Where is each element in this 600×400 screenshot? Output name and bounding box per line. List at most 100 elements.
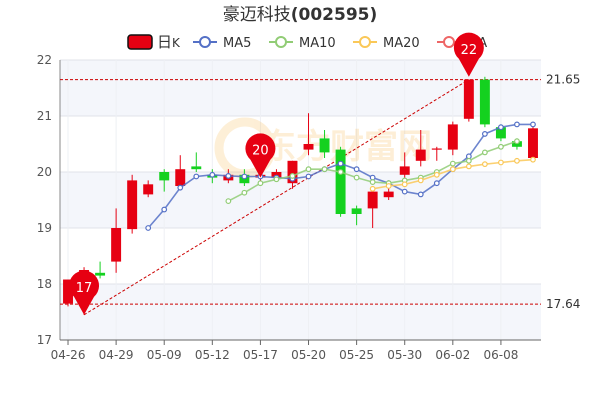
reference-line-label: 17.64 — [546, 297, 580, 311]
candle-body — [63, 279, 73, 304]
legend-swatch-dot — [443, 36, 455, 48]
watermark-text: 东方财富网 — [262, 127, 432, 167]
candle-body — [399, 166, 410, 175]
series-point-ma5 — [209, 171, 216, 178]
series-point-ma5 — [337, 160, 344, 167]
series-point-ma10 — [514, 138, 520, 145]
series-point-ma10 — [241, 189, 248, 196]
candle-body — [319, 138, 330, 153]
series-point-ma20 — [498, 159, 504, 166]
candle-body — [415, 149, 426, 161]
series-point-ma5 — [241, 173, 248, 180]
legend-label: MA20 — [383, 36, 420, 51]
legend-item[interactable]: MA5 — [193, 36, 251, 51]
candle — [159, 169, 170, 192]
series-point-ma20 — [481, 161, 488, 168]
candle-body — [287, 160, 298, 184]
candle-body — [143, 184, 154, 195]
chart-title: 豪迈科技(002595) — [223, 4, 378, 25]
legend-swatch-dot — [199, 36, 211, 48]
series-point-ma20 — [465, 163, 472, 170]
candle — [447, 121, 458, 156]
x-tick-label: 05-20 — [291, 348, 326, 362]
x-tick-label: 05-30 — [387, 348, 422, 362]
series-point-ma5 — [225, 173, 232, 179]
series-point-ma20 — [385, 183, 392, 189]
legend-label: 日K — [157, 33, 181, 51]
legend-label-main: 日 — [157, 33, 172, 51]
x-tick-label: 04-29 — [99, 348, 134, 362]
candle-body — [495, 127, 506, 139]
y-tick-label: 19 — [37, 221, 52, 235]
series-point-ma10 — [498, 143, 504, 150]
candle-body — [175, 169, 186, 186]
candle-body — [479, 79, 490, 125]
grid-band — [60, 172, 541, 228]
candle-body — [303, 144, 314, 150]
price-marker: 17 — [69, 270, 100, 315]
series-point-ma10 — [257, 180, 264, 187]
legend-label: MA5 — [223, 36, 251, 51]
series-point-ma10 — [225, 198, 232, 205]
series-point-ma20 — [433, 171, 440, 178]
candle-body — [111, 228, 122, 262]
candle — [335, 146, 346, 217]
y-tick-label: 20 — [37, 165, 52, 179]
candle — [479, 76, 490, 128]
marker-pin-shape — [453, 32, 484, 77]
grid-band — [60, 284, 541, 340]
series-point-ma5 — [401, 188, 408, 195]
legend-item[interactable]: MA20 — [353, 36, 420, 51]
candle-body — [528, 128, 538, 158]
x-tick-label: 06-08 — [483, 348, 518, 362]
chart-title-code: (002595) — [291, 5, 378, 25]
marker-pin-shape — [69, 270, 100, 315]
series-point-ma5 — [145, 225, 152, 231]
legend-label-sub: K — [172, 36, 181, 50]
candle — [319, 130, 330, 158]
series-point-ma5 — [305, 173, 312, 180]
candle — [528, 124, 538, 161]
series-point-ma10 — [289, 173, 296, 179]
series-point-ma10 — [481, 149, 488, 156]
candle-body — [447, 124, 458, 150]
candle-body — [351, 208, 362, 214]
legend-item[interactable]: MA10 — [269, 36, 336, 51]
series-point-ma5 — [481, 131, 488, 137]
marker-label: 17 — [76, 281, 93, 296]
x-tick-label: 06-02 — [435, 348, 470, 362]
series-point-ma5 — [514, 121, 520, 128]
series-point-ma20 — [514, 157, 520, 164]
series-point-ma5 — [417, 191, 424, 198]
chart-legend: 日KMA5MA10MA20MA — [127, 33, 487, 51]
series-point-ma10 — [337, 169, 344, 175]
series-point-ma10 — [305, 166, 312, 173]
candle-body — [367, 191, 378, 209]
series-point-ma20 — [369, 185, 376, 192]
series-point-ma5 — [193, 173, 200, 180]
marker-pin-shape — [245, 133, 276, 178]
legend-swatch-dot — [359, 36, 371, 48]
candle — [127, 174, 138, 234]
series-point-ma5 — [498, 124, 504, 131]
series-point-ma5 — [433, 180, 440, 187]
candle — [399, 152, 410, 178]
price-marker: 20 — [245, 133, 276, 178]
x-tick-label: 04-26 — [51, 348, 86, 362]
candle — [463, 79, 474, 122]
x-tick-label: 05-17 — [243, 348, 278, 362]
candle — [351, 205, 362, 226]
series-point-ma5 — [177, 184, 184, 191]
legend-label: MA10 — [299, 36, 336, 51]
grid-band — [60, 228, 541, 284]
grid-band — [60, 60, 541, 116]
candle-body — [127, 180, 138, 230]
legend-item[interactable]: 日K — [127, 33, 181, 51]
legend-swatch-dot — [275, 36, 287, 48]
series-point-ma10 — [449, 160, 456, 167]
x-tick-label: 05-25 — [339, 348, 374, 362]
candle — [175, 155, 186, 189]
candle — [95, 261, 106, 279]
candle — [431, 146, 442, 161]
candle — [191, 152, 202, 172]
